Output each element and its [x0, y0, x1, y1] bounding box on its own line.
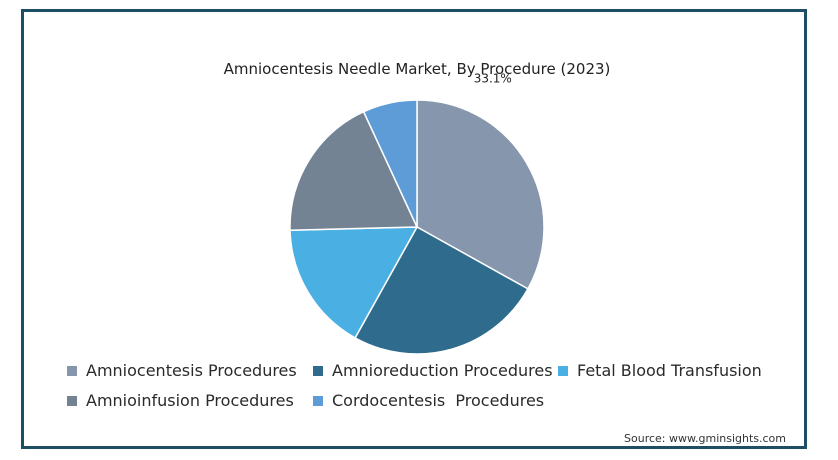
legend-label: Fetal Blood Transfusion: [577, 361, 762, 380]
data-label-0: 33.1%: [474, 72, 512, 86]
legend-swatch: [558, 365, 568, 376]
legend-item-amnioreduction: Amnioreduction Procedures: [313, 361, 553, 380]
chart-frame: Amniocentesis Needle Market, By Procedur…: [21, 9, 807, 449]
legend-label: Amnioreduction Procedures: [332, 361, 553, 380]
legend-item-fetal-blood-transfusion: Fetal Blood Transfusion: [558, 361, 762, 380]
legend-item-amniocentesis: Amniocentesis Procedures: [67, 361, 297, 380]
legend-swatch: [313, 365, 323, 376]
chart-title: Amniocentesis Needle Market, By Procedur…: [223, 60, 611, 78]
legend-label: Amniocentesis Procedures: [86, 361, 297, 380]
pie-chart: 33.1%: [289, 72, 545, 355]
pie-slice-0: [416, 99, 545, 290]
legend-item-amnioinfusion: Amnioinfusion Procedures: [67, 391, 294, 410]
legend-label: Amnioinfusion Procedures: [86, 391, 294, 410]
legend-swatch: [67, 395, 77, 406]
source-note: Source: www.gminsights.com: [624, 432, 786, 445]
legend-label: Cordocentesis Procedures: [332, 391, 545, 410]
pie-slice-4: [362, 99, 418, 228]
legend-item-cordocentesis: Cordocentesis Procedures: [313, 391, 544, 410]
pie-slice-2: [289, 226, 419, 339]
pie-slice-1: [354, 225, 529, 355]
legend-swatch: [313, 395, 323, 406]
legend-swatch: [67, 365, 77, 376]
pie-slice-3: [289, 110, 419, 231]
